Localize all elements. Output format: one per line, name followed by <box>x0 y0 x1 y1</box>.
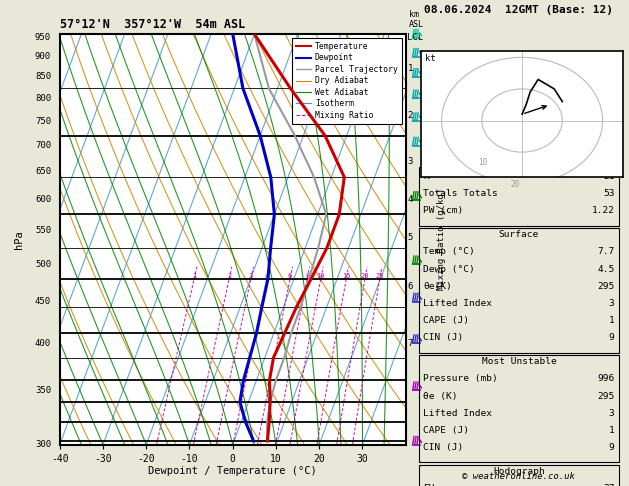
Text: θe(K): θe(K) <box>423 282 452 291</box>
Text: 650: 650 <box>35 167 51 176</box>
Text: 3: 3 <box>248 273 253 279</box>
Text: 350: 350 <box>35 386 51 395</box>
Text: CIN (J): CIN (J) <box>423 443 464 452</box>
Text: θe (K): θe (K) <box>423 392 458 400</box>
Text: Pressure (mb): Pressure (mb) <box>423 374 498 383</box>
Text: 1: 1 <box>609 426 615 435</box>
Text: 25: 25 <box>376 273 384 279</box>
Text: 6: 6 <box>408 282 413 291</box>
Text: 20: 20 <box>361 273 369 279</box>
Text: Totals Totals: Totals Totals <box>423 189 498 198</box>
Text: 9: 9 <box>609 333 615 342</box>
Text: Dewp (°C): Dewp (°C) <box>423 264 475 274</box>
Text: 600: 600 <box>35 195 51 205</box>
Bar <box>420 465 618 486</box>
Text: 15: 15 <box>342 273 350 279</box>
Text: 300: 300 <box>35 440 51 449</box>
Text: Temp (°C): Temp (°C) <box>423 247 475 256</box>
Text: 10: 10 <box>316 273 325 279</box>
Text: 996: 996 <box>597 374 615 383</box>
Text: 4.5: 4.5 <box>597 264 615 274</box>
Text: Most Unstable: Most Unstable <box>482 357 556 366</box>
Text: 850: 850 <box>35 72 51 82</box>
Text: K: K <box>423 172 429 181</box>
Text: 900: 900 <box>35 52 51 61</box>
Bar <box>420 228 618 353</box>
Text: CAPE (J): CAPE (J) <box>423 426 469 435</box>
Text: 750: 750 <box>35 117 51 126</box>
Bar <box>420 355 618 463</box>
Text: 1: 1 <box>609 316 615 325</box>
Text: Hodograph: Hodograph <box>493 467 545 476</box>
Text: 4: 4 <box>265 273 269 279</box>
Text: LCL: LCL <box>408 33 423 42</box>
Text: EH: EH <box>423 484 435 486</box>
Bar <box>420 167 618 226</box>
Text: 1.22: 1.22 <box>591 206 615 215</box>
Text: PW (cm): PW (cm) <box>423 206 464 215</box>
Text: 550: 550 <box>35 226 51 235</box>
Text: 08.06.2024  12GMT (Base: 12): 08.06.2024 12GMT (Base: 12) <box>425 4 613 15</box>
Text: 21: 21 <box>603 172 615 181</box>
Text: Surface: Surface <box>499 230 539 239</box>
Text: 950: 950 <box>35 33 51 42</box>
Text: 53: 53 <box>603 189 615 198</box>
Text: 800: 800 <box>35 94 51 103</box>
Text: 3: 3 <box>408 156 413 166</box>
Text: Lifted Index: Lifted Index <box>423 409 493 417</box>
Text: 500: 500 <box>35 260 51 269</box>
Text: 10: 10 <box>478 158 487 167</box>
Text: 8: 8 <box>305 273 309 279</box>
Text: CAPE (J): CAPE (J) <box>423 316 469 325</box>
Text: 9: 9 <box>609 443 615 452</box>
Text: 2: 2 <box>408 111 413 120</box>
Text: hPa: hPa <box>14 230 24 249</box>
Text: 57°12'N  357°12'W  54m ASL: 57°12'N 357°12'W 54m ASL <box>60 18 245 32</box>
Legend: Temperature, Dewpoint, Parcel Trajectory, Dry Adiabat, Wet Adiabat, Isotherm, Mi: Temperature, Dewpoint, Parcel Trajectory… <box>292 38 402 123</box>
Text: © weatheronline.co.uk: © weatheronline.co.uk <box>462 472 576 482</box>
Text: 2: 2 <box>227 273 231 279</box>
Text: 37: 37 <box>603 484 615 486</box>
Text: 7.7: 7.7 <box>597 247 615 256</box>
Text: Mixing Ratio (g/kg): Mixing Ratio (g/kg) <box>437 188 446 291</box>
Text: CIN (J): CIN (J) <box>423 333 464 342</box>
Text: 3: 3 <box>609 409 615 417</box>
Text: 20: 20 <box>510 180 520 189</box>
Text: Lifted Index: Lifted Index <box>423 299 493 308</box>
Text: 7: 7 <box>408 339 413 347</box>
Text: 1: 1 <box>408 64 413 73</box>
Text: 700: 700 <box>35 141 51 150</box>
Text: 295: 295 <box>597 282 615 291</box>
Text: 6: 6 <box>288 273 292 279</box>
Text: 295: 295 <box>597 392 615 400</box>
X-axis label: Dewpoint / Temperature (°C): Dewpoint / Temperature (°C) <box>148 467 317 476</box>
Text: 450: 450 <box>35 297 51 306</box>
Text: 1: 1 <box>192 273 196 279</box>
Text: 400: 400 <box>35 339 51 347</box>
Text: 3: 3 <box>609 299 615 308</box>
Text: kt: kt <box>425 54 436 63</box>
Text: 4: 4 <box>408 195 413 205</box>
Text: km
ASL: km ASL <box>409 10 424 29</box>
Text: 5: 5 <box>408 233 413 242</box>
